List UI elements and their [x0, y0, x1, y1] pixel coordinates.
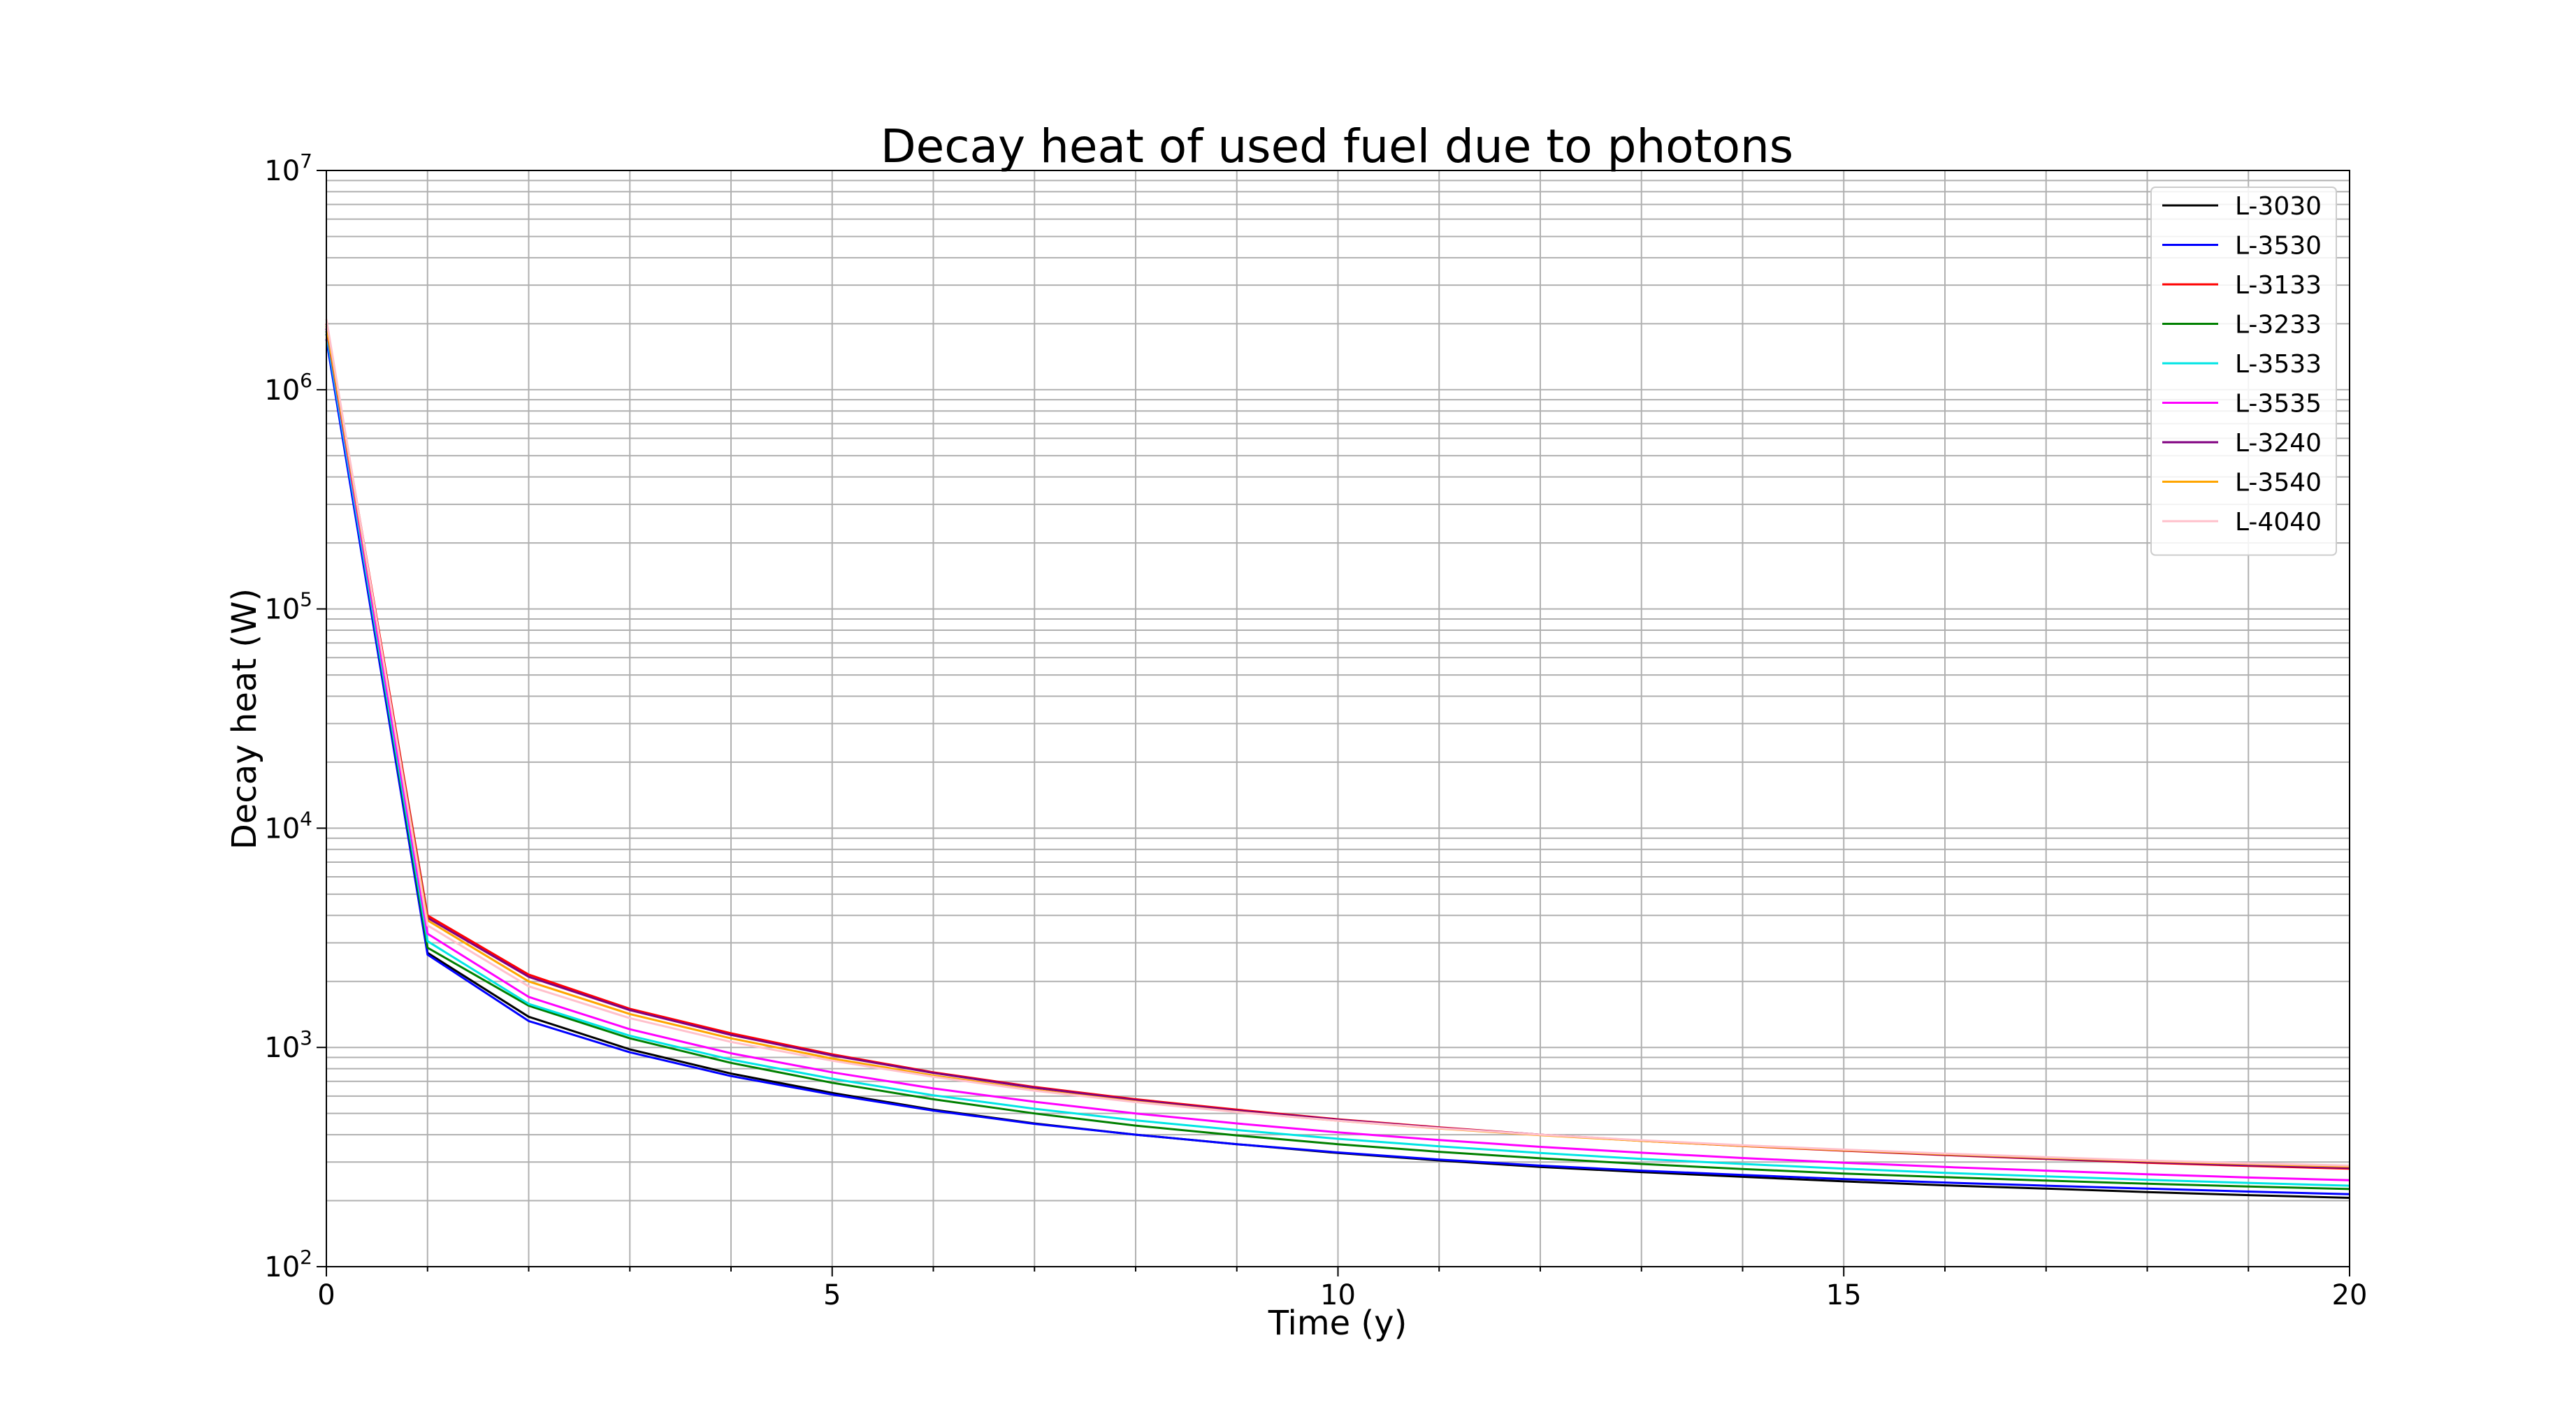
y-tick-label: 103 [264, 1026, 312, 1064]
legend-label: L-3540 [2235, 469, 2322, 497]
y-tick-label: 107 [264, 150, 312, 187]
series-line-l-4040 [325, 319, 2350, 1167]
legend: L-3030 L-3530 L-3133 L-3233 L-3533 L-3535 L-32… [2150, 187, 2337, 556]
legend-label: L-3133 [2235, 271, 2322, 300]
legend-label: L-3030 [2235, 192, 2322, 221]
x-tick-label: 5 [823, 1279, 841, 1311]
series-lines [325, 319, 2350, 1199]
chart-title: Decay heat of used fuel due to photons [881, 119, 1793, 173]
legend-label: L-3530 [2235, 232, 2322, 261]
y-tick-label: 105 [264, 588, 312, 626]
legend-label: L-3240 [2235, 429, 2322, 458]
legend-label: L-3535 [2235, 390, 2322, 418]
y-axis-ticks: 102 103 104 105 106 107 [264, 150, 326, 1283]
y-axis-label: Decay heat (W) [225, 588, 264, 850]
legend-label: L-3233 [2235, 311, 2322, 340]
grid [326, 170, 2350, 1267]
series-line-l-3530 [325, 339, 2350, 1195]
series-line-l-3533 [325, 333, 2350, 1187]
y-tick-label: 104 [264, 807, 312, 845]
series-line-l-3535 [325, 328, 2350, 1181]
x-axis-ticks: 0 5 10 15 20 [317, 1267, 2367, 1311]
series-line-l-3233 [325, 330, 2350, 1191]
y-tick-label: 106 [264, 369, 312, 407]
legend-label: L-4040 [2235, 508, 2322, 537]
x-tick-label: 0 [317, 1279, 335, 1311]
y-tick-label: 102 [264, 1246, 312, 1283]
legend-label: L-3533 [2235, 350, 2322, 379]
legend-box [2150, 187, 2337, 556]
x-axis-label: Time (y) [1268, 1304, 1408, 1343]
x-tick-label: 15 [1826, 1279, 1862, 1311]
x-tick-label: 10 [1320, 1279, 1356, 1311]
x-tick-label: 20 [2332, 1279, 2368, 1311]
